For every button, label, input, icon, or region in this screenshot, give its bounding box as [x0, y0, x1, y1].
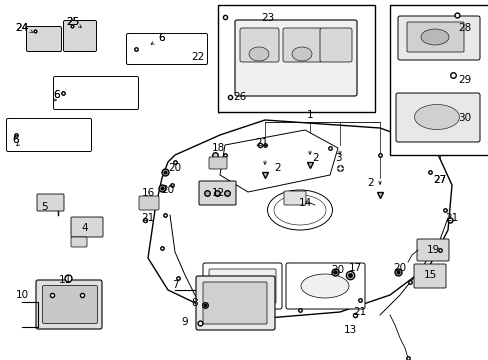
Text: 2: 2 [367, 178, 373, 188]
Text: 21: 21 [255, 138, 268, 148]
Text: 30: 30 [458, 113, 470, 123]
Text: 6: 6 [159, 33, 165, 43]
Ellipse shape [414, 104, 459, 130]
Text: 24: 24 [15, 23, 29, 33]
Text: 21: 21 [141, 213, 154, 223]
FancyBboxPatch shape [203, 263, 282, 309]
FancyBboxPatch shape [139, 196, 159, 210]
Text: 4: 4 [81, 223, 88, 233]
Ellipse shape [273, 195, 325, 225]
FancyBboxPatch shape [37, 194, 64, 211]
Text: 27: 27 [432, 175, 446, 185]
Text: 11: 11 [58, 275, 71, 285]
Text: 1: 1 [306, 110, 313, 120]
Text: 6: 6 [54, 90, 60, 100]
Text: 22: 22 [191, 52, 204, 62]
FancyBboxPatch shape [199, 181, 236, 205]
Text: 21: 21 [445, 213, 458, 223]
Text: 19: 19 [426, 245, 439, 255]
Text: 2: 2 [312, 153, 319, 163]
FancyBboxPatch shape [36, 280, 102, 329]
Polygon shape [220, 130, 337, 192]
Text: 6: 6 [13, 135, 19, 145]
Text: 21: 21 [353, 307, 366, 317]
FancyBboxPatch shape [63, 21, 96, 51]
Text: 18: 18 [211, 143, 224, 153]
Text: 3: 3 [334, 153, 341, 163]
Text: 24: 24 [15, 23, 29, 33]
FancyBboxPatch shape [416, 239, 448, 261]
FancyBboxPatch shape [71, 237, 87, 247]
Text: 28: 28 [457, 23, 470, 33]
Text: 25: 25 [66, 17, 80, 27]
FancyBboxPatch shape [6, 118, 91, 152]
Text: 29: 29 [457, 73, 470, 83]
FancyBboxPatch shape [208, 269, 275, 303]
Text: 8: 8 [191, 298, 198, 308]
Text: 27: 27 [432, 175, 446, 185]
Text: 14: 14 [298, 198, 311, 208]
FancyBboxPatch shape [319, 28, 351, 62]
FancyBboxPatch shape [71, 217, 103, 237]
Text: 30: 30 [458, 113, 470, 123]
FancyBboxPatch shape [240, 28, 279, 62]
FancyBboxPatch shape [196, 276, 274, 330]
Text: 20: 20 [168, 163, 181, 173]
Text: 16: 16 [141, 188, 154, 198]
Text: 23: 23 [261, 13, 274, 23]
FancyBboxPatch shape [283, 28, 321, 62]
FancyBboxPatch shape [26, 27, 61, 51]
Text: 29: 29 [457, 75, 470, 85]
Text: 20: 20 [331, 265, 344, 275]
Text: 25: 25 [66, 17, 80, 27]
Ellipse shape [301, 274, 348, 298]
FancyBboxPatch shape [208, 157, 226, 169]
Ellipse shape [420, 29, 448, 45]
Text: 17: 17 [347, 263, 361, 273]
Text: 6: 6 [13, 135, 19, 145]
Ellipse shape [248, 47, 268, 61]
Text: 26: 26 [233, 92, 246, 102]
Text: 7: 7 [171, 280, 178, 290]
FancyBboxPatch shape [126, 33, 207, 64]
FancyBboxPatch shape [42, 285, 97, 324]
Text: 23: 23 [261, 13, 274, 23]
Text: 26: 26 [233, 92, 246, 102]
FancyBboxPatch shape [406, 22, 463, 52]
Text: 10: 10 [16, 290, 28, 300]
Bar [218, 5, 374, 112]
Ellipse shape [291, 47, 311, 61]
Text: 6: 6 [54, 90, 60, 100]
FancyBboxPatch shape [397, 16, 479, 60]
FancyBboxPatch shape [203, 282, 266, 324]
FancyBboxPatch shape [53, 77, 138, 109]
Text: 6: 6 [159, 33, 165, 43]
FancyBboxPatch shape [284, 191, 305, 205]
FancyBboxPatch shape [235, 20, 356, 96]
Text: 12: 12 [211, 188, 224, 198]
Text: 20: 20 [393, 263, 406, 273]
Text: 28: 28 [457, 23, 470, 33]
Text: 2: 2 [274, 163, 281, 173]
Text: 5: 5 [41, 202, 48, 212]
FancyBboxPatch shape [413, 264, 445, 288]
FancyBboxPatch shape [395, 93, 479, 142]
Text: 20: 20 [161, 185, 174, 195]
Text: 13: 13 [343, 325, 356, 335]
Bar [389, 5, 488, 155]
Ellipse shape [267, 190, 332, 230]
Text: 15: 15 [423, 270, 436, 280]
Text: 9: 9 [182, 317, 188, 327]
Polygon shape [148, 120, 451, 318]
FancyBboxPatch shape [285, 263, 364, 309]
